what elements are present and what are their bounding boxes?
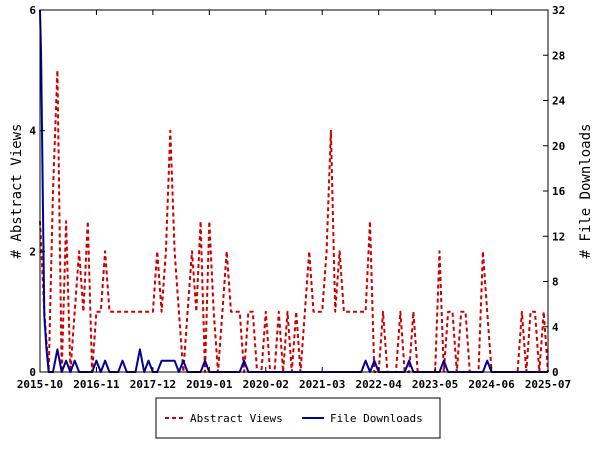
series-line-abstract-views	[39, 69, 549, 373]
y2-tick-label: 16	[552, 185, 566, 198]
x-tick-label: 2015-10	[17, 378, 63, 391]
y-tick-label: 2	[29, 245, 36, 258]
y-tick-label: 0	[29, 366, 36, 379]
y2-tick-label: 32	[552, 4, 565, 17]
y2-tick-label: 24	[552, 95, 566, 108]
x-tick-label: 2022-04	[355, 378, 402, 391]
y2-tick-label: 28	[552, 49, 565, 62]
y2-tick-label: 20	[552, 140, 565, 153]
y-tick-label: 6	[29, 4, 36, 17]
legend-label-file-downloads: File Downloads	[330, 412, 423, 425]
x-tick-label: 2023-05	[412, 378, 458, 391]
y2-tick-label: 8	[552, 276, 559, 289]
y-tick-label: 4	[29, 125, 36, 138]
x-tick-label: 2020-02	[243, 378, 289, 391]
x-tick-label: 2021-03	[299, 378, 345, 391]
legend: Abstract Views File Downloads	[155, 397, 441, 439]
y2-tick-label: 4	[552, 321, 559, 334]
y-axis-title: # Abstract Views	[9, 124, 25, 259]
x-tick-label: 2019-01	[186, 378, 233, 391]
x-tick-label: 2016-11	[73, 378, 120, 391]
x-tick-label: 2024-06	[468, 378, 515, 391]
y2-axis-title: # File Downloads	[578, 124, 594, 259]
y2-tick-label: 0	[552, 366, 559, 379]
x-tick-label: 2025-07	[525, 378, 571, 391]
legend-label-abstract-views: Abstract Views	[190, 412, 283, 425]
legend-box	[155, 397, 441, 439]
y2-tick-label: 12	[552, 230, 565, 243]
x-tick-label: 2017-12	[130, 378, 176, 391]
